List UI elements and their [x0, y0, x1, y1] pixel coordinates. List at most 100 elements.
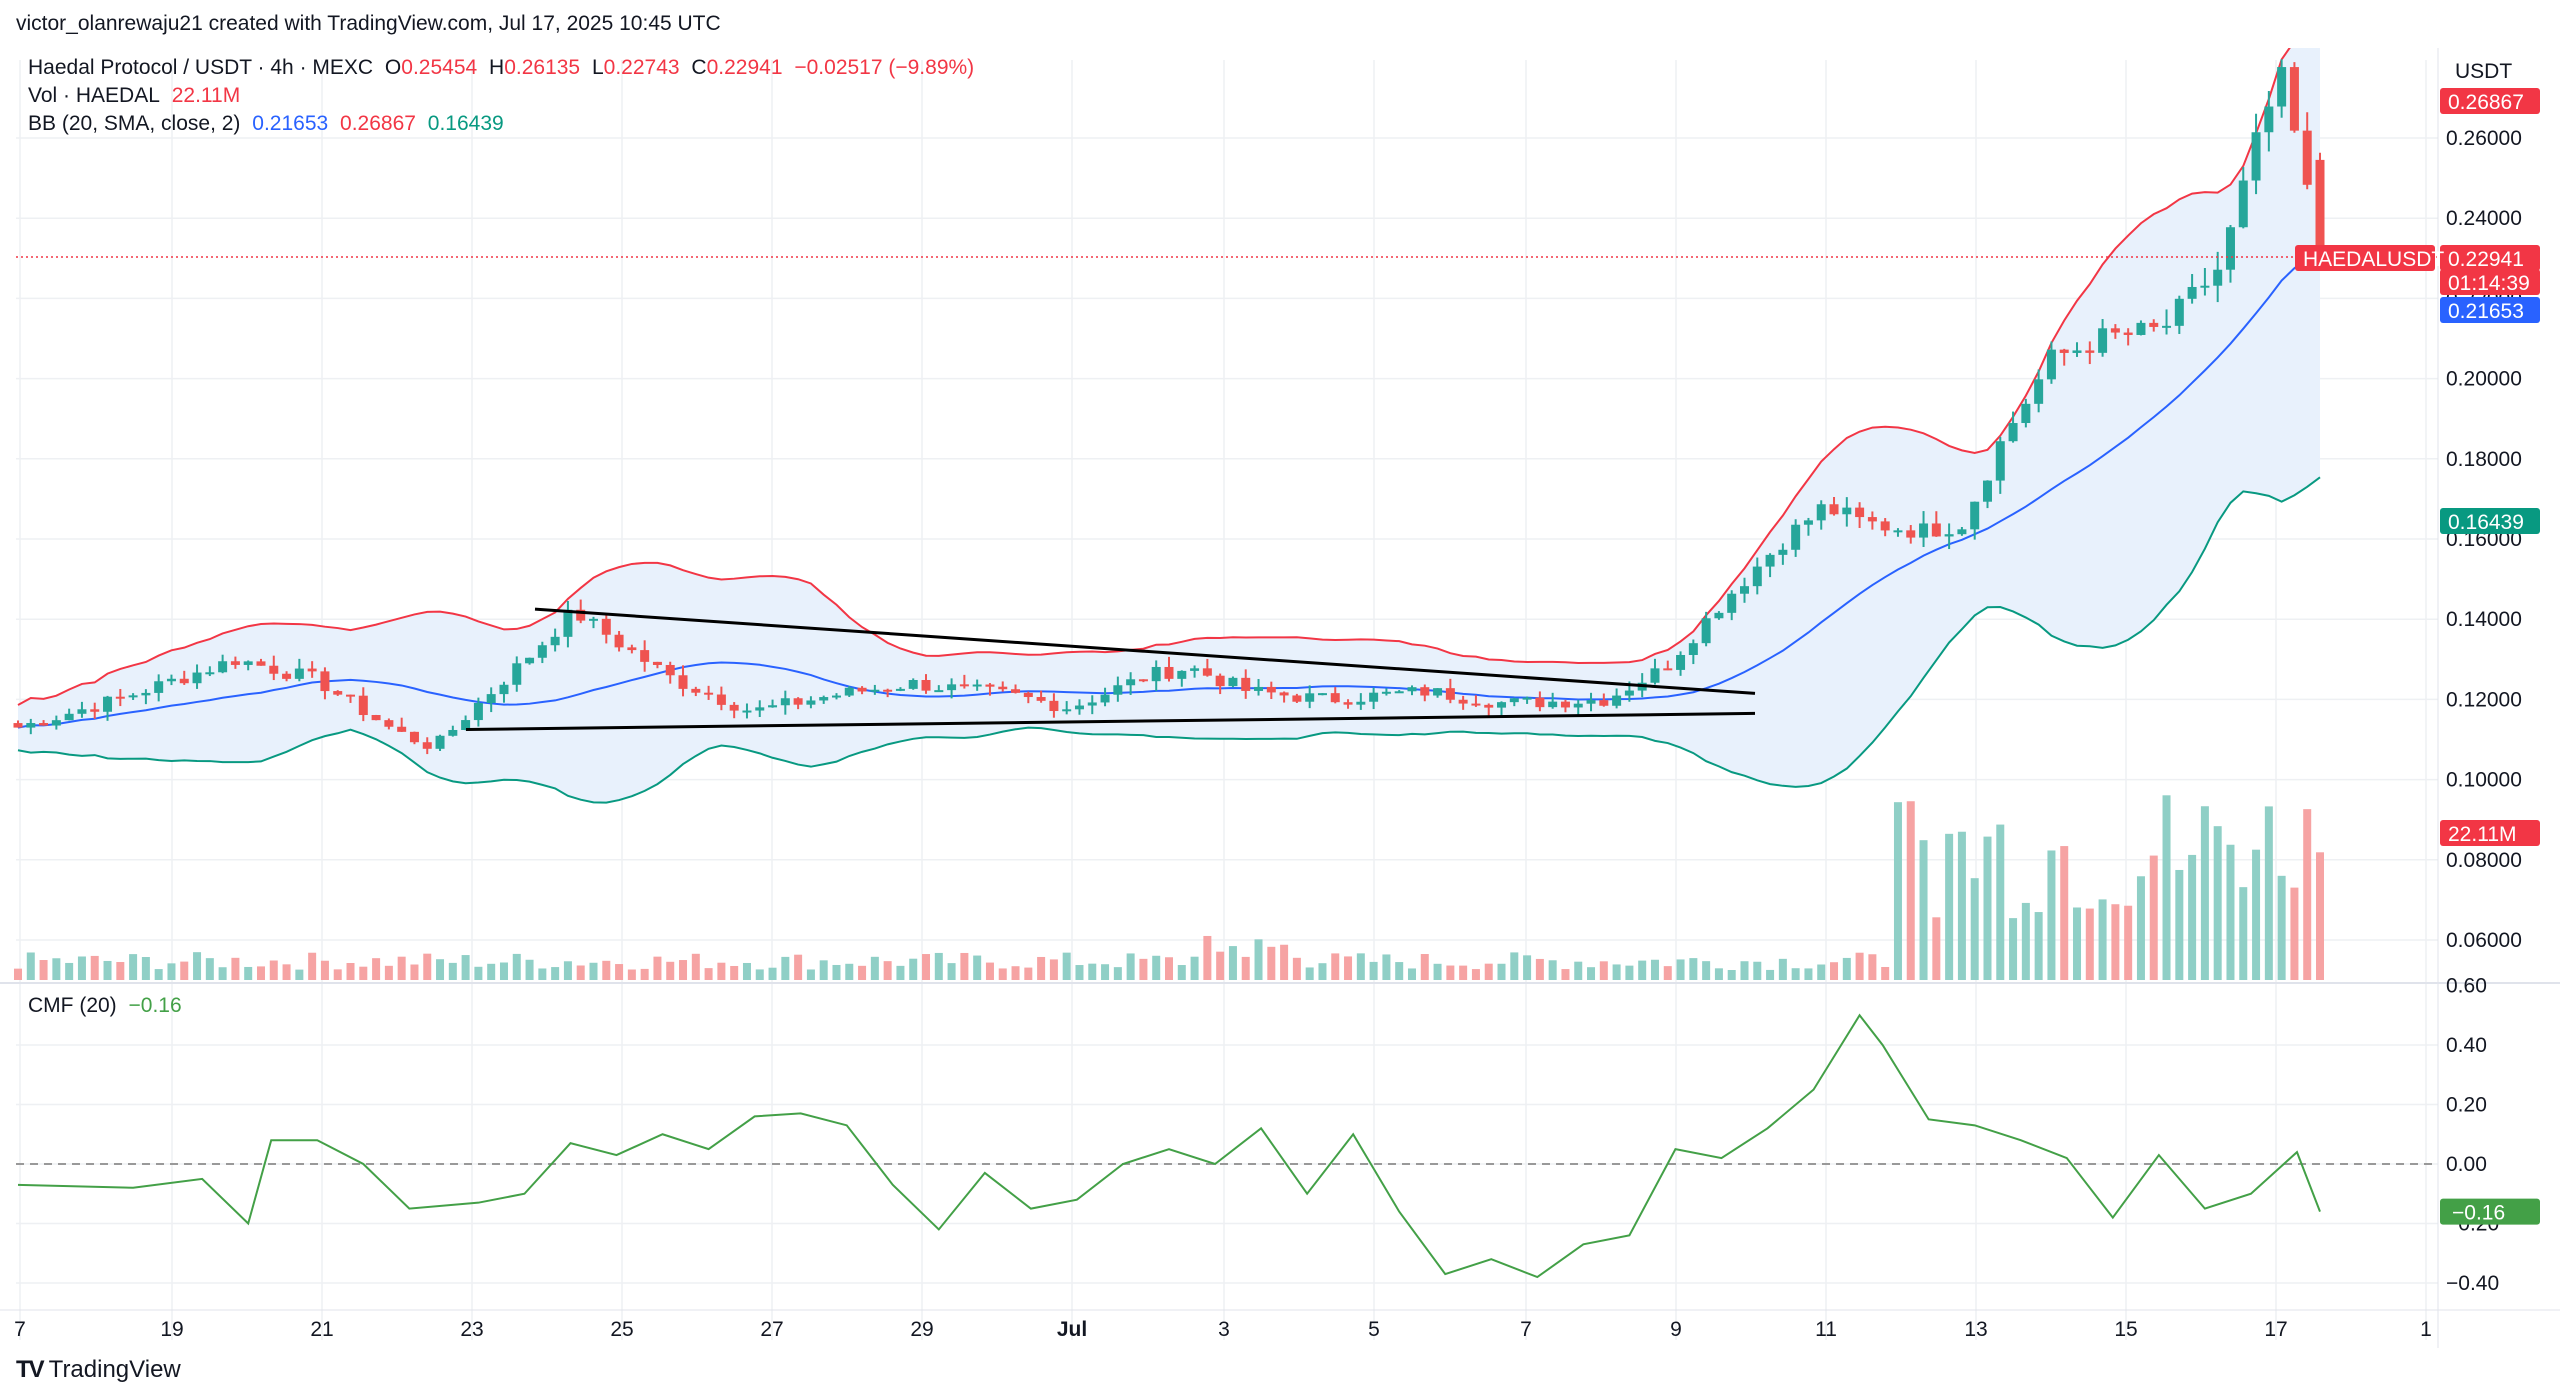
candle-body — [320, 671, 330, 692]
volume-bar — [1842, 957, 1851, 980]
candle-body — [1752, 566, 1762, 587]
volume-bar — [589, 962, 598, 980]
volume-bar — [640, 968, 649, 980]
volume-bar — [499, 962, 508, 980]
time-tick-label: 23 — [460, 1318, 483, 1341]
candle-body — [537, 645, 547, 658]
volume-bar — [1024, 967, 1033, 980]
candle-body — [1816, 504, 1826, 521]
tradingview-brand[interactable]: TV TradingView — [16, 1350, 181, 1390]
legend-cmf-value: −0.16 — [128, 994, 182, 1017]
candle-body — [1599, 700, 1609, 706]
volume-bar — [1228, 946, 1237, 980]
tag-cmf: −0.16 — [2452, 1202, 2505, 1225]
candle-body — [154, 681, 164, 693]
tag-bb-basis: 0.21653 — [2448, 300, 2524, 323]
volume-bar — [602, 960, 611, 980]
candles — [13, 59, 2325, 755]
time-tick-label: 7 — [1520, 1318, 1532, 1341]
tag-bb-lower: 0.16439 — [2448, 511, 2524, 534]
tag-bb-upper: 0.26867 — [2448, 91, 2524, 114]
price-tick-label: 0.10000 — [2446, 769, 2522, 792]
legend-volume-label[interactable]: Vol · HAEDAL — [28, 84, 160, 107]
candle-body — [1177, 670, 1187, 679]
candle-body — [1126, 679, 1136, 686]
volume-bar — [1177, 965, 1186, 980]
volume-bar — [1548, 960, 1557, 980]
volume-bar — [781, 956, 790, 980]
candle-body — [1560, 701, 1570, 708]
candle-body — [1317, 693, 1327, 696]
legend-bb-label[interactable]: BB (20, SMA, close, 2) — [28, 112, 241, 135]
candle-body — [627, 647, 637, 651]
candle-body — [435, 735, 445, 749]
volume-bar — [1344, 956, 1353, 980]
candle-body — [665, 664, 675, 676]
candle-body — [26, 723, 36, 728]
time-tick-label: 27 — [760, 1318, 783, 1341]
candle-body — [461, 720, 471, 730]
volume-bar — [308, 952, 317, 980]
time-tick-label: 11 — [1815, 1318, 1837, 1341]
volume-bar — [1037, 956, 1046, 980]
volume-bar — [205, 958, 214, 980]
volume-bar — [742, 962, 751, 980]
candle-body — [2034, 379, 2044, 404]
tag-bb-lower-bg — [2440, 508, 2540, 534]
candle-body — [1100, 694, 1110, 703]
candle-body — [166, 678, 176, 682]
candle-body — [384, 720, 394, 727]
legend-cmf-label[interactable]: CMF (20) — [28, 994, 117, 1017]
candle-body — [2264, 106, 2274, 133]
volume-bar — [474, 966, 483, 980]
cmf-tick-label: 0.40 — [2446, 1034, 2487, 1057]
volume-bar — [934, 952, 943, 980]
candle-body — [51, 720, 61, 726]
candle-body — [192, 672, 202, 684]
candle-body — [179, 678, 189, 684]
candle-body — [1867, 517, 1877, 522]
candle-body — [230, 661, 240, 665]
candle-body — [589, 618, 598, 621]
volume-bar — [65, 962, 74, 980]
volume-bar — [1216, 951, 1225, 980]
volume-bar — [2175, 869, 2184, 980]
candle-body — [2008, 423, 2018, 442]
tag-last-price-bg — [2440, 245, 2540, 271]
volume-bar — [1190, 956, 1199, 980]
candle-body — [780, 698, 790, 706]
candle-body — [550, 636, 560, 646]
candle-body — [870, 689, 880, 692]
tag-last-price: 0.22941 — [2448, 248, 2524, 271]
chart-canvas[interactable]: USDT 0.260000.240000.220000.200000.18000… — [0, 48, 2560, 1348]
volume-bar — [947, 963, 956, 980]
price-axis[interactable]: USDT 0.260000.240000.220000.200000.18000… — [2446, 60, 2522, 952]
tag-volume-bg — [2440, 820, 2540, 846]
trendline-lower[interactable] — [465, 711, 1756, 731]
tag-symbol-bg — [2295, 245, 2435, 271]
candle-body — [793, 698, 803, 705]
volume-bar — [832, 964, 841, 980]
legend-symbol[interactable]: Haedal Protocol / USDT · 4h · MEXC — [28, 56, 374, 79]
legend-low-label: L — [591, 56, 604, 79]
volume-bar — [1714, 968, 1723, 980]
volume-bar — [2188, 854, 2197, 980]
candle-body — [1062, 709, 1072, 712]
candle-body — [985, 684, 995, 687]
trendlines[interactable] — [465, 607, 1756, 731]
time-tick-label: 15 — [2114, 1318, 2137, 1341]
volume-bar — [1638, 960, 1647, 980]
candle-body — [1113, 685, 1123, 695]
volume-bar — [1088, 963, 1097, 980]
time-axis[interactable]: 7 19 21 23 25 27 29 Jul 3 5 7 9 11 13 15 17 1 — [0, 1309, 2560, 1341]
candle-body — [1612, 695, 1622, 706]
bb-basis-line — [17, 254, 2321, 729]
candle-body — [256, 661, 266, 666]
candle-body — [1829, 504, 1839, 515]
volume-bar — [1689, 958, 1698, 980]
trendline-upper[interactable] — [534, 607, 1756, 695]
volume-bar — [845, 963, 854, 980]
candle-body — [1279, 692, 1289, 696]
candle-body — [1190, 668, 1200, 671]
volume-bar — [2239, 887, 2248, 980]
